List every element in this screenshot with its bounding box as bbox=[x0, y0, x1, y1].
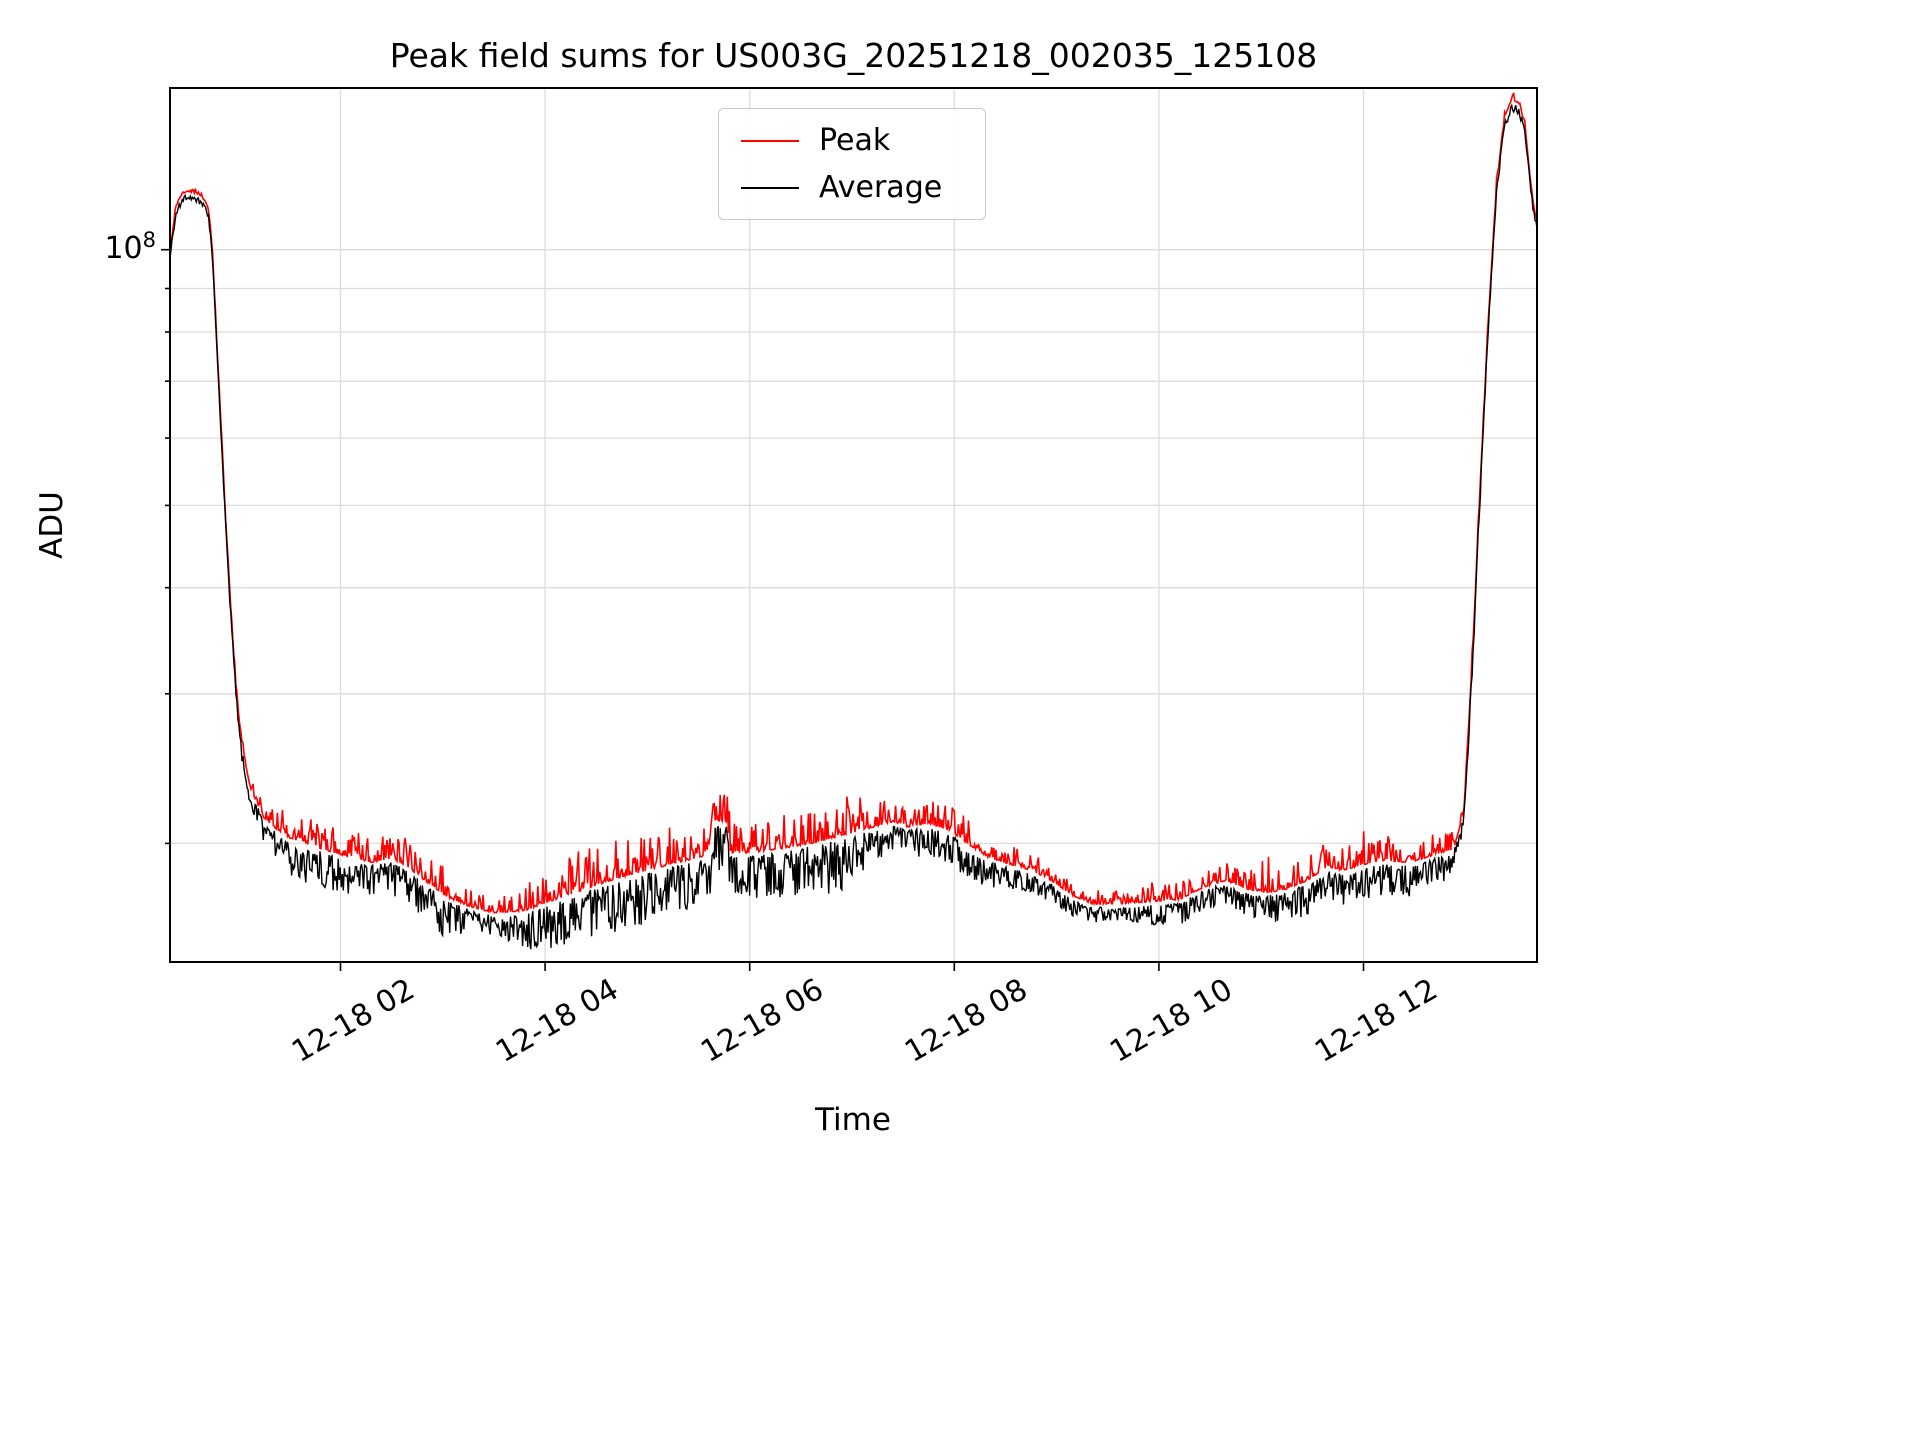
y-tick-label: 108 bbox=[104, 227, 156, 266]
legend-entry-average: Average bbox=[719, 164, 985, 211]
axis-ticks bbox=[161, 248, 1365, 971]
peak-series-line bbox=[169, 91, 1538, 914]
legend: Peak Average bbox=[718, 108, 986, 220]
chart-title: Peak field sums for US003G_20251218_0020… bbox=[389, 36, 1318, 75]
x-axis-label: Time bbox=[815, 1102, 891, 1138]
legend-entry-peak: Peak bbox=[719, 117, 985, 164]
average-line-swatch bbox=[741, 186, 799, 189]
y-axis-label: ADU bbox=[34, 491, 70, 559]
legend-label-peak: Peak bbox=[819, 123, 891, 158]
peak-line-swatch bbox=[741, 139, 799, 142]
legend-label-average: Average bbox=[819, 170, 943, 205]
average-series-line bbox=[169, 103, 1538, 950]
plot-border bbox=[169, 87, 1538, 963]
